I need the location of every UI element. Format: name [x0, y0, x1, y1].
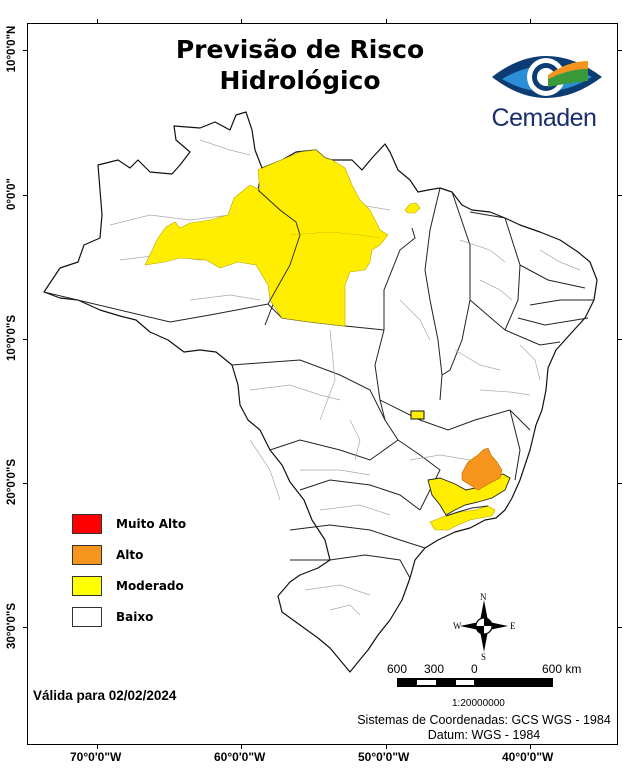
- legend-item-baixo: Baixo: [72, 601, 186, 632]
- tick: [23, 50, 27, 51]
- coordinate-system: Sistemas de Coordenadas: GCS WGS - 1984 …: [352, 713, 616, 743]
- compass-rose: [460, 600, 508, 652]
- lat-label-20s: 20°0'0"S: [6, 458, 18, 506]
- tick: [241, 19, 242, 23]
- lat-label-10n: 10°0'0"N: [6, 25, 18, 73]
- tick: [618, 339, 622, 340]
- legend-swatch-orange: [72, 544, 102, 565]
- legend-label: Baixo: [116, 609, 154, 624]
- tick: [618, 627, 622, 628]
- tick: [618, 50, 622, 51]
- legend-item-moderado: Moderado: [72, 570, 186, 601]
- scale-ratio: 1:20000000: [452, 698, 505, 709]
- scale-label-600-km: 600 km: [542, 662, 582, 676]
- tick: [386, 19, 387, 23]
- risk-area-high-minas: [461, 447, 503, 491]
- compass-e: E: [510, 621, 516, 631]
- tick: [530, 745, 531, 749]
- map-title: Previsão de Risco Hidrológico: [150, 34, 450, 96]
- datum-line: Datum: WGS - 1984: [427, 728, 541, 742]
- state-borders: [43, 167, 594, 579]
- tick: [618, 483, 622, 484]
- scale-label-300: 300: [424, 662, 445, 676]
- scale-bar: [397, 678, 553, 687]
- tick: [618, 195, 622, 196]
- tick: [241, 745, 242, 749]
- legend-label: Muito Alto: [116, 516, 187, 531]
- compass-s: S: [481, 652, 487, 662]
- cemaden-logo-icon: [492, 56, 602, 98]
- lat-label-10s: 10°0'0"S: [6, 314, 18, 362]
- legend-swatch-yellow: [72, 575, 102, 596]
- legend-label: Moderado: [116, 578, 184, 593]
- legend: Muito Alto Alto Moderado Baixo: [72, 508, 186, 632]
- lat-label-0: 0°0'0": [6, 178, 18, 210]
- tick: [23, 195, 27, 196]
- risk-area-moderate-sp-rj: [429, 505, 496, 531]
- compass-n: N: [480, 592, 487, 602]
- mesoregion-borders: [109, 139, 581, 616]
- logo-text: Cemaden: [491, 104, 597, 132]
- lat-label-30s: 30°0'0"S: [6, 602, 18, 650]
- lon-label-40w: 40°0'0"W: [502, 750, 554, 764]
- tick: [97, 19, 98, 23]
- compass-w: W: [453, 621, 462, 631]
- tick: [23, 627, 27, 628]
- lon-label-50w: 50°0'0"W: [358, 750, 410, 764]
- legend-item-alto: Alto: [72, 539, 186, 570]
- scale-label-0: 0: [471, 662, 478, 676]
- valid-date: Válida para 02/02/2024: [33, 688, 177, 703]
- legend-label: Alto: [116, 547, 144, 562]
- tick: [530, 19, 531, 23]
- risk-area-moderate-para-coast: [404, 202, 421, 214]
- legend-swatch-white: [72, 606, 102, 627]
- scale-label-600-left: 600: [387, 662, 408, 676]
- risk-area-moderate-goias: [410, 410, 425, 420]
- lon-label-60w: 60°0'0"W: [214, 750, 266, 764]
- title-line-1: Previsão de Risco: [175, 35, 425, 64]
- lon-label-70w: 70°0'0"W: [70, 750, 122, 764]
- legend-item-muito-alto: Muito Alto: [72, 508, 186, 539]
- risk-area-moderate-amazon: [144, 149, 389, 327]
- tick: [23, 483, 27, 484]
- risk-area-moderate-south-minas: [427, 473, 511, 516]
- tick: [97, 745, 98, 749]
- tick: [23, 339, 27, 340]
- legend-swatch-red: [72, 513, 102, 534]
- coordinate-system-line-1: Sistemas de Coordenadas: GCS WGS - 1984: [357, 713, 611, 727]
- tick: [386, 745, 387, 749]
- title-line-2: Hidrológico: [219, 66, 381, 95]
